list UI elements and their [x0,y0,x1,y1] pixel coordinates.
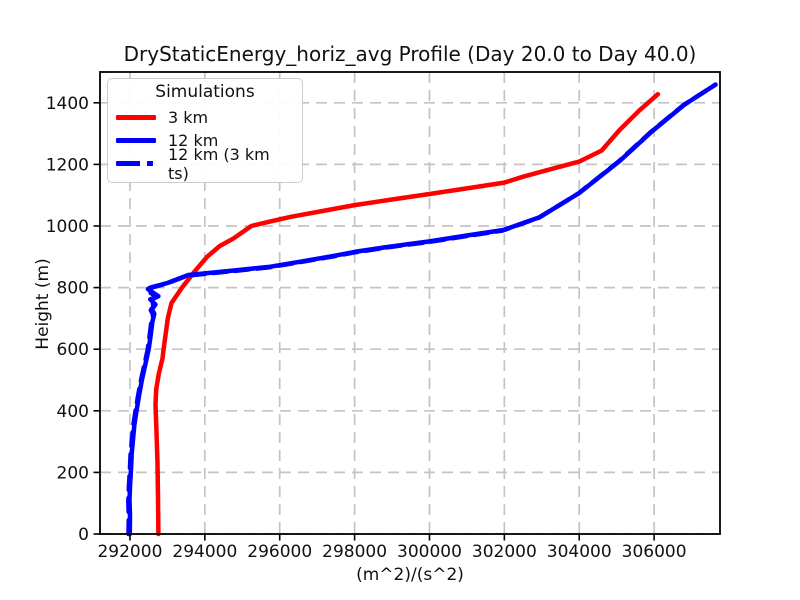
legend: Simulations 3 km 12 km 12 km (3 km ts) [107,78,303,183]
legend-entry-12km-3kmts: 12 km (3 km ts) [116,145,294,183]
x-tick-label: 306000 [622,542,687,562]
legend-line-sample-12km [116,138,156,143]
x-axis-label: (m^2)/(s^2) [356,565,464,585]
y-tick-label: 1200 [46,155,89,175]
legend-entry-3km: 3 km [116,106,294,129]
legend-line-sample-3km [116,115,156,120]
y-tick-label: 1000 [46,217,89,237]
y-tick-label: 400 [57,402,89,422]
x-tick-label: 298000 [322,542,387,562]
y-axis-label: Height (m) [33,258,53,350]
series-line-12-km-3-km-ts- [126,82,718,537]
x-tick-label: 300000 [397,542,462,562]
chart-title: DryStaticEnergy_horiz_avg Profile (Day 2… [123,42,697,66]
y-tick-label: 1400 [46,94,89,114]
plot-border [99,71,721,535]
x-tick-label: 302000 [472,542,537,562]
y-tick-label: 200 [57,463,89,483]
y-tick-label: 0 [78,525,89,545]
legend-label-3km: 3 km [168,108,209,127]
y-tick-label: 600 [57,340,89,360]
series-line-3-km [153,91,661,537]
legend-label-12km-3kmts: 12 km (3 km ts) [168,144,270,183]
x-tick-label: 292000 [97,542,162,562]
x-tick-label: 304000 [547,542,612,562]
x-tick-label: 296000 [247,542,312,562]
legend-title: Simulations [155,82,255,102]
legend-label-12km: 12 km [168,131,219,150]
y-tick-label: 800 [57,279,89,299]
legend-line-sample-12km-3kmts [116,161,156,166]
x-tick-label: 294000 [172,542,237,562]
legend-entry-12km: 12 km [116,129,294,152]
